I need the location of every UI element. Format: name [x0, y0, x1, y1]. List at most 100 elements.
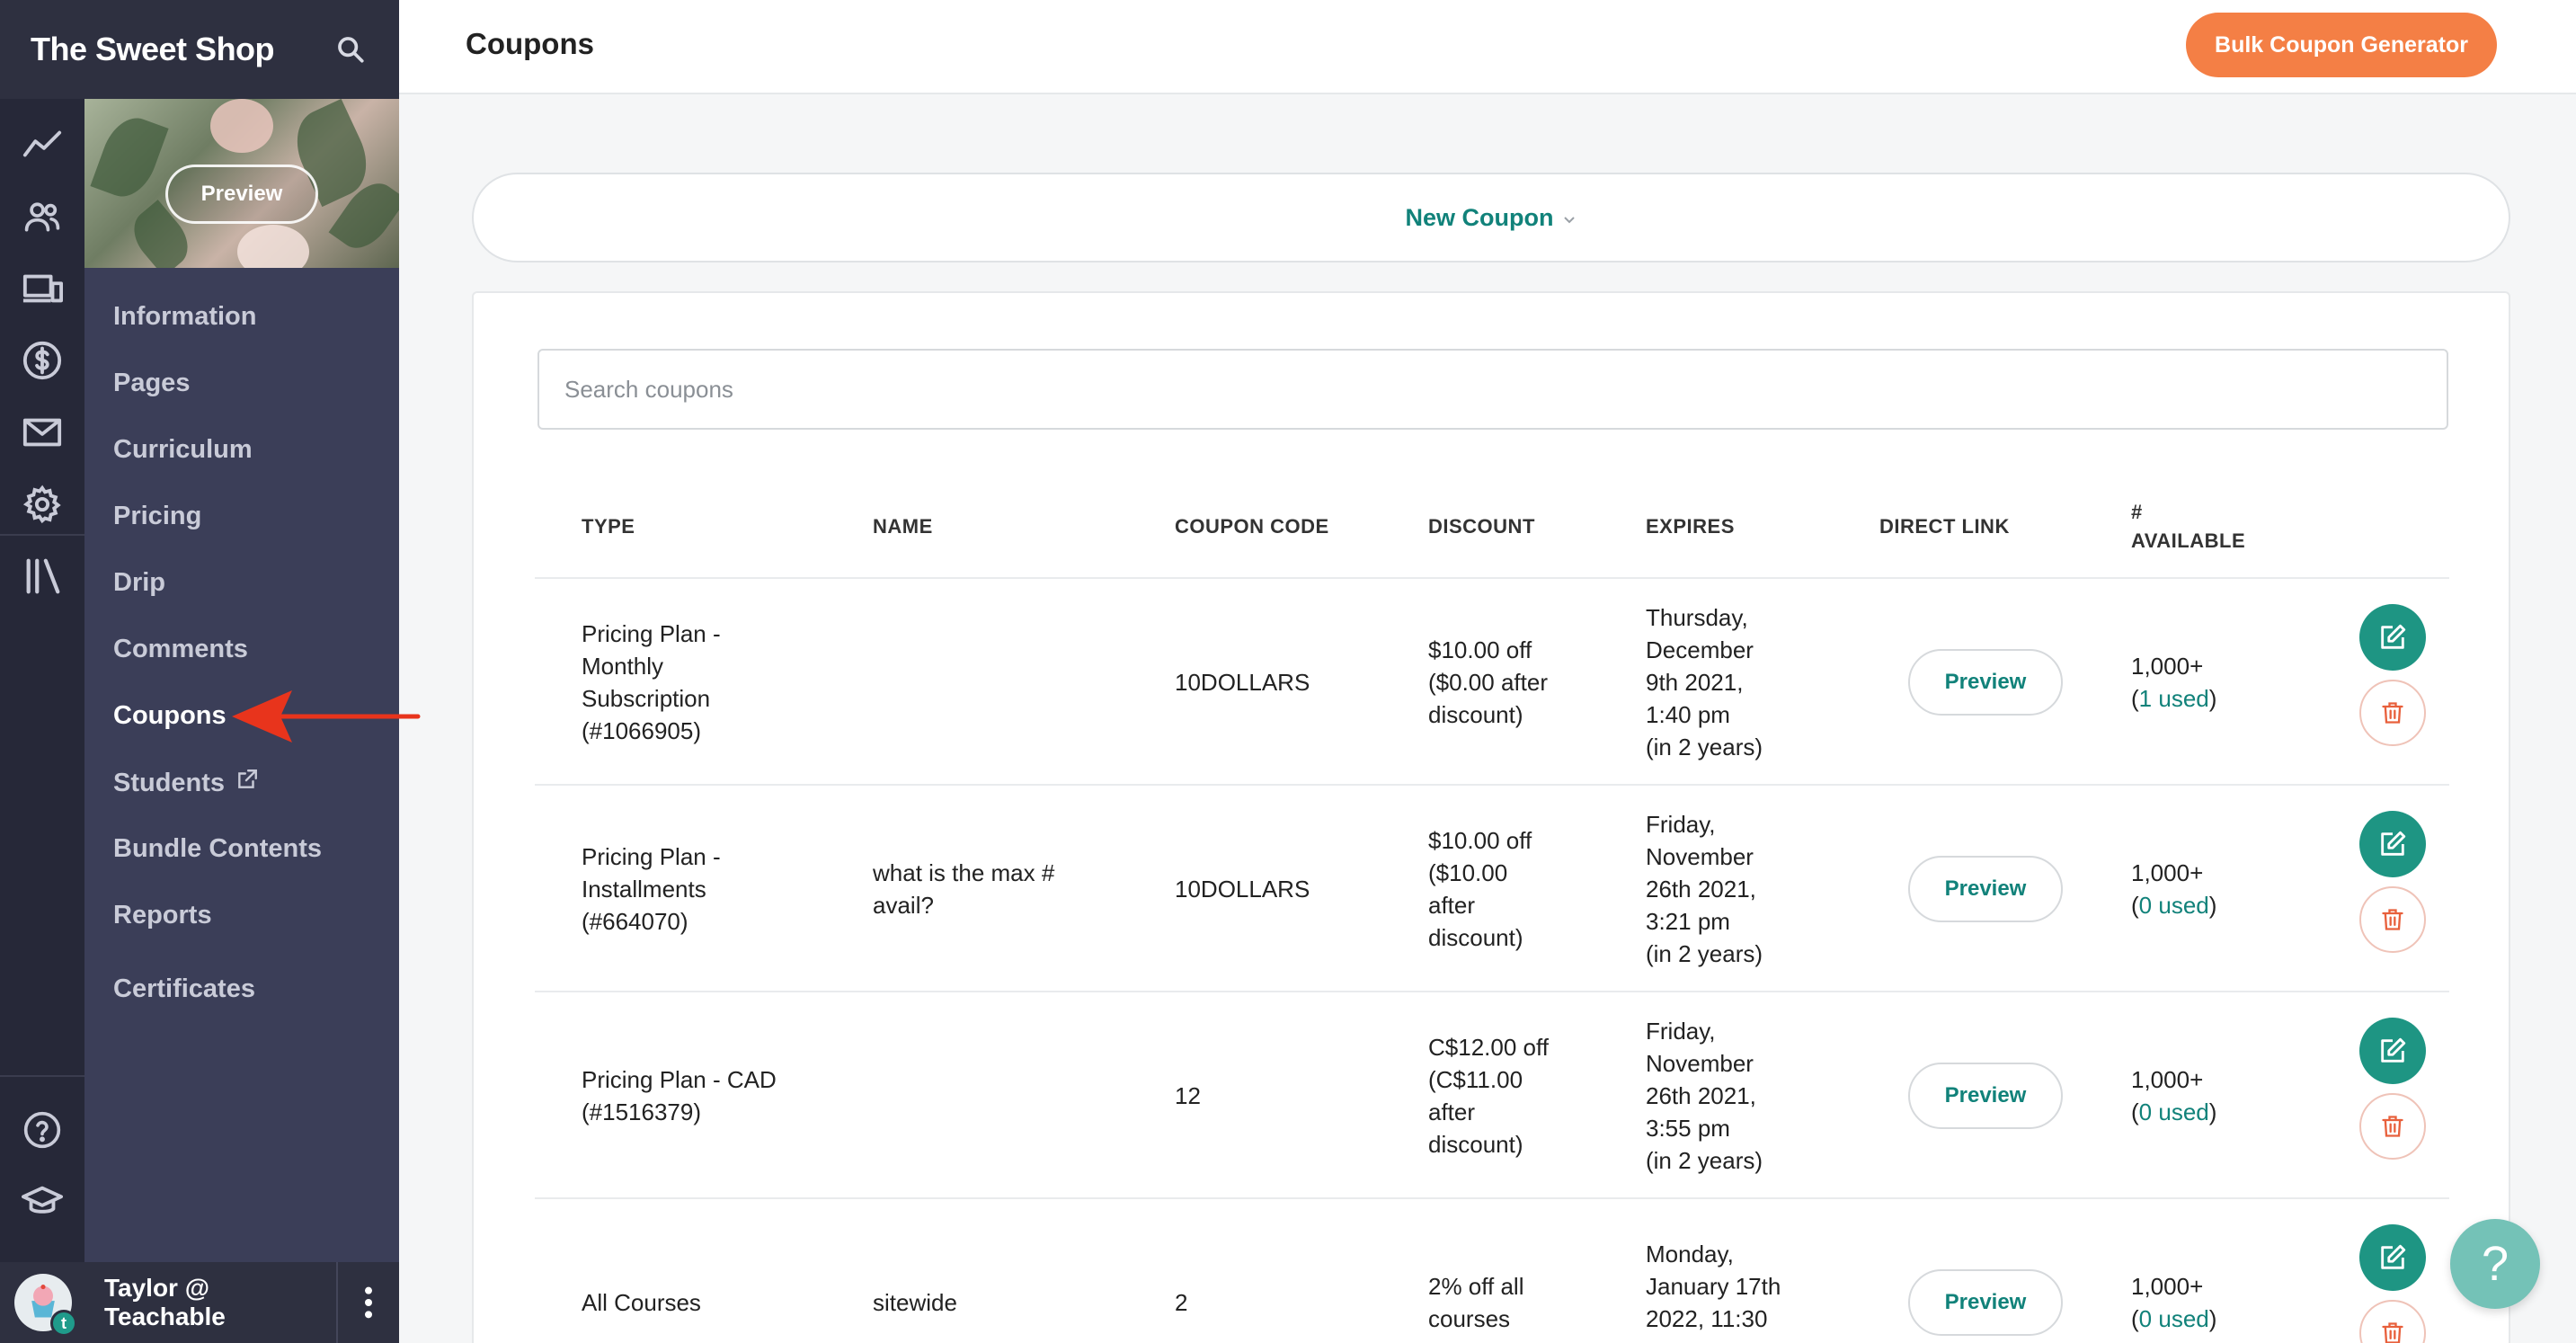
- menu-item-students[interactable]: Students: [113, 768, 259, 798]
- preview-link-button[interactable]: Preview: [1908, 1063, 2063, 1129]
- page-title: Coupons: [466, 27, 594, 60]
- column-header-coupon-code[interactable]: COUPON CODE: [1175, 515, 1329, 538]
- menu-item-coupons[interactable]: Coupons: [113, 701, 227, 730]
- trash-icon: [2382, 909, 2403, 930]
- external-link-icon: [235, 768, 259, 798]
- rail-divider: [0, 534, 84, 536]
- menu-item-comments[interactable]: Comments: [113, 635, 248, 663]
- brand-bar: The Sweet Shop: [0, 0, 399, 99]
- table-row: Pricing Plan - CAD (#1516379) 12 C$12.00 of…: [535, 991, 2449, 1197]
- column-header-name[interactable]: NAME: [873, 515, 933, 538]
- cell-coupon-code: 10DOLLARS: [1175, 669, 1310, 696]
- cell-discount: $10.00 off ($10.00 after discount): [1428, 827, 1532, 951]
- used-count-link[interactable]: 0 used: [2138, 1098, 2209, 1125]
- cupcake-icon: [31, 1285, 55, 1318]
- new-coupon-button[interactable]: New Coupon: [472, 173, 2510, 262]
- preview-link-button[interactable]: Preview: [1908, 1269, 2063, 1336]
- cell-discount: $10.00 off ($0.00 after discount): [1428, 636, 1548, 728]
- course-thumbnail: Preview: [84, 99, 399, 268]
- sales-icon[interactable]: [20, 338, 65, 383]
- edit-button[interactable]: [2359, 1224, 2426, 1291]
- delete-button[interactable]: [2359, 1300, 2426, 1343]
- chevron-down-icon: [1562, 204, 1577, 232]
- table-row: Pricing Plan - Installments (#664070) what …: [535, 784, 2449, 991]
- cell-type: All Courses: [582, 1289, 701, 1316]
- delete-button[interactable]: [2359, 680, 2426, 746]
- user-name[interactable]: Taylor @ Teachable: [104, 1274, 226, 1330]
- user-bar: t Taylor @ Teachable: [0, 1262, 399, 1343]
- cell-expires: Friday, November 26th 2021, 3:55 pm (in 2 ye…: [1646, 1018, 1763, 1174]
- cell-available: 1,000+ (0 used): [2131, 1273, 2217, 1332]
- cell-type: Pricing Plan - Monthly Subscription (#10669…: [582, 620, 721, 744]
- menu-item-curriculum[interactable]: Curriculum: [113, 435, 253, 464]
- help-circle-icon[interactable]: [20, 1107, 65, 1152]
- search-icon[interactable]: [333, 31, 369, 67]
- settings-icon[interactable]: [20, 482, 65, 527]
- edit-button[interactable]: [2359, 604, 2426, 671]
- analytics-icon[interactable]: [20, 122, 65, 167]
- delete-button[interactable]: [2359, 886, 2426, 953]
- cell-available: 1,000+ (0 used): [2131, 1066, 2217, 1125]
- column-header-type[interactable]: TYPE: [582, 515, 635, 538]
- trash-icon: [2382, 1116, 2403, 1137]
- cell-name: sitewide: [873, 1289, 957, 1316]
- bulk-coupon-generator-button[interactable]: Bulk Coupon Generator: [2186, 13, 2497, 77]
- library-icon[interactable]: [20, 554, 65, 599]
- column-header-discount[interactable]: DISCOUNT: [1428, 515, 1535, 538]
- user-badge: t: [50, 1310, 77, 1337]
- used-count-link[interactable]: 0 used: [2138, 892, 2209, 919]
- menu-item-pricing[interactable]: Pricing: [113, 502, 202, 530]
- preview-link-button[interactable]: Preview: [1908, 856, 2063, 922]
- cell-expires: Friday, November 26th 2021, 3:21 pm (in 2 ye…: [1646, 811, 1763, 967]
- annotation-arrow-icon: [232, 690, 421, 743]
- edit-icon: [2381, 1037, 2406, 1063]
- menu-item-drip[interactable]: Drip: [113, 568, 165, 597]
- help-button[interactable]: ?: [2450, 1219, 2540, 1309]
- table-row: Pricing Plan - Monthly Subscription (#10669…: [535, 577, 2449, 784]
- edit-button[interactable]: [2359, 1018, 2426, 1084]
- table-row: All Courses sitewide 2 2% off all courses Mon…: [535, 1197, 2449, 1343]
- course-menu-panel: Preview Information Pages Curriculum Pri…: [84, 99, 399, 1262]
- cell-discount: 2% off all courses: [1428, 1273, 1524, 1332]
- users-icon[interactable]: [20, 194, 65, 239]
- cell-expires: Thursday, December 9th 2021, 1:40 pm (in 2 y…: [1646, 604, 1763, 760]
- menu-item-bundle-contents[interactable]: Bundle Contents: [113, 834, 322, 863]
- course-preview-button[interactable]: Preview: [165, 165, 318, 224]
- cell-available: 1,000+ (1 used): [2131, 653, 2217, 712]
- edit-icon: [2381, 1244, 2406, 1269]
- new-coupon-label: New Coupon: [1405, 203, 1554, 231]
- edit-icon: [2381, 831, 2406, 856]
- edit-button[interactable]: [2359, 811, 2426, 877]
- column-header-expires[interactable]: EXPIRES: [1646, 515, 1735, 538]
- graduation-cap-icon[interactable]: [20, 1179, 65, 1224]
- cell-type: Pricing Plan - CAD (#1516379): [582, 1066, 777, 1125]
- search-coupons-input[interactable]: [537, 349, 2448, 430]
- site-icon[interactable]: [20, 266, 65, 311]
- more-options-icon[interactable]: [336, 1262, 399, 1343]
- coupons-card: TYPE NAME COUPON CODE DISCOUNT EXPIRES D…: [472, 291, 2510, 1343]
- menu-item-pages[interactable]: Pages: [113, 369, 191, 397]
- trash-icon: [2382, 1322, 2403, 1343]
- column-header-direct-link: DIRECT LINK: [1879, 515, 2010, 538]
- cell-type: Pricing Plan - Installments (#664070): [582, 843, 721, 935]
- page-header: Coupons Bulk Coupon Generator: [399, 0, 2576, 94]
- menu-item-reports[interactable]: Reports: [113, 901, 212, 929]
- trash-icon: [2382, 702, 2403, 724]
- used-count-link[interactable]: 0 used: [2138, 1305, 2209, 1332]
- avatar[interactable]: t: [14, 1274, 77, 1337]
- used-count-link[interactable]: 1 used: [2138, 685, 2209, 712]
- menu-item-information[interactable]: Information: [113, 302, 257, 331]
- cell-name: what is the max # avail?: [873, 859, 1055, 919]
- cell-discount: C$12.00 off (C$11.00 after discount): [1428, 1034, 1549, 1158]
- delete-button[interactable]: [2359, 1093, 2426, 1160]
- column-header-available[interactable]: # AVAILABLE: [2131, 501, 2246, 552]
- cell-coupon-code: 12: [1175, 1082, 1201, 1109]
- preview-link-button[interactable]: Preview: [1908, 649, 2063, 716]
- menu-item-certificates[interactable]: Certificates: [113, 974, 255, 1003]
- school-name[interactable]: The Sweet Shop: [31, 31, 275, 67]
- cell-coupon-code: 2: [1175, 1289, 1188, 1316]
- edit-icon: [2381, 624, 2406, 649]
- email-icon[interactable]: [20, 410, 65, 455]
- cell-coupon-code: 10DOLLARS: [1175, 876, 1310, 903]
